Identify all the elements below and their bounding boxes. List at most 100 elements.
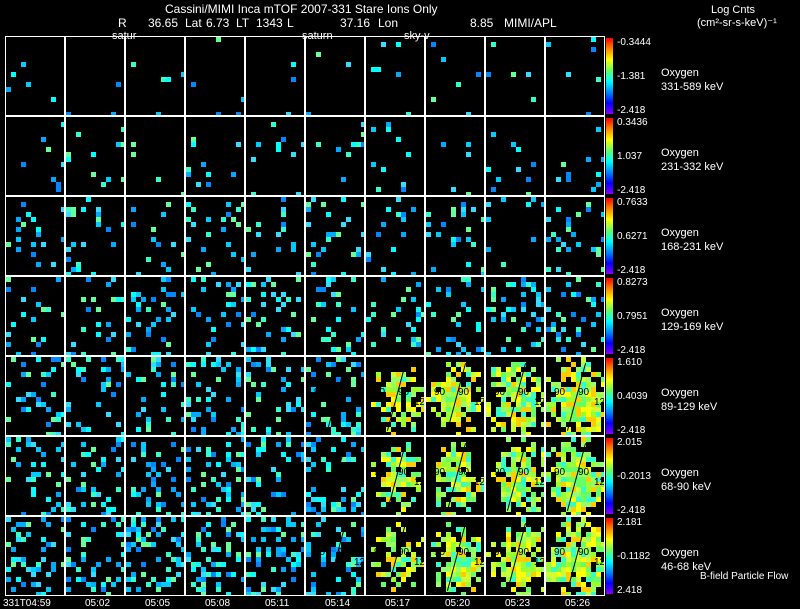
spectrogram-panel: 90 90 12 [485,516,545,596]
count-pixel [26,372,31,377]
count-pixel [401,552,406,557]
count-pixel [501,402,506,407]
count-pixel [516,147,521,152]
count-pixel [411,387,416,392]
count-pixel [396,417,401,422]
count-pixel [386,542,391,547]
count-pixel [171,517,176,522]
count-pixel [381,167,386,172]
count-pixel [556,482,561,487]
count-pixel [391,457,396,462]
count-pixel [441,417,446,422]
count-pixel [501,427,506,432]
count-pixel [176,537,181,542]
count-pixel [591,387,596,392]
colorbar [606,278,613,354]
count-pixel [256,452,261,457]
count-pixel [541,492,544,497]
count-pixel [126,577,131,582]
count-pixel [106,322,111,327]
count-pixel [101,522,106,527]
count-pixel [436,472,441,477]
count-pixel [91,502,96,507]
count-pixel [61,162,64,167]
count-pixel [186,447,191,452]
count-pixel [506,407,511,412]
count-pixel [591,37,596,42]
count-pixel [281,387,286,392]
count-pixel [531,447,536,452]
count-pixel [456,417,461,422]
count-pixel [216,362,221,367]
count-pixel [461,412,466,417]
count-pixel [101,357,106,362]
count-pixel [76,262,81,267]
count-pixel [301,367,304,372]
count-pixel [271,517,276,522]
count-pixel [246,282,251,287]
count-pixel [451,477,456,482]
count-pixel [511,72,516,77]
count-pixel [306,367,311,372]
count-pixel [586,487,591,492]
count-pixel [311,582,316,587]
count-pixel [556,382,561,387]
angle-label: 12 [474,477,485,488]
angle-label: 12 [534,557,545,568]
count-pixel [526,392,531,397]
count-pixel [596,172,601,177]
count-pixel [51,417,56,422]
count-pixel [596,397,601,402]
count-pixel [561,447,566,452]
count-pixel [566,577,571,582]
count-pixel [566,417,571,422]
count-pixel [436,582,441,587]
count-pixel [566,462,571,467]
count-pixel [471,402,476,407]
count-pixel [66,157,71,162]
count-pixel [291,552,296,557]
count-pixel [581,562,586,567]
count-pixel [591,382,596,387]
count-pixel [466,582,471,587]
colorbar-mid: -0.1182 [617,551,651,562]
count-pixel [106,282,111,287]
count-pixel [236,112,241,115]
count-pixel [501,582,506,587]
count-pixel [101,387,106,392]
count-pixel [411,422,416,427]
count-pixel [116,472,121,477]
count-pixel [136,377,141,382]
lt-value: 1343 [256,16,283,30]
count-pixel [401,507,406,512]
angle-label: 90 [434,547,446,558]
count-pixel [501,412,506,417]
count-pixel [61,442,64,447]
count-pixel [526,322,531,327]
spectrogram-panel [245,516,305,596]
count-pixel [131,142,136,147]
count-pixel [311,262,316,267]
count-pixel [466,277,471,282]
count-pixel [166,342,171,347]
count-pixel [236,432,241,435]
count-pixel [461,392,466,397]
angle-label: 12 [594,397,605,408]
count-pixel [546,42,551,47]
count-pixel [526,557,531,562]
count-pixel [461,557,466,562]
count-pixel [91,582,96,587]
count-pixel [446,572,451,577]
count-pixel [206,452,211,457]
count-pixel [401,372,406,377]
count-pixel [386,392,391,397]
count-pixel [486,247,491,252]
count-pixel [416,307,421,312]
count-pixel [601,157,604,162]
count-pixel [476,537,481,542]
count-pixel [591,472,596,477]
count-pixel [576,507,581,512]
count-pixel [376,492,381,497]
count-pixel [6,417,11,422]
count-pixel [541,462,544,467]
